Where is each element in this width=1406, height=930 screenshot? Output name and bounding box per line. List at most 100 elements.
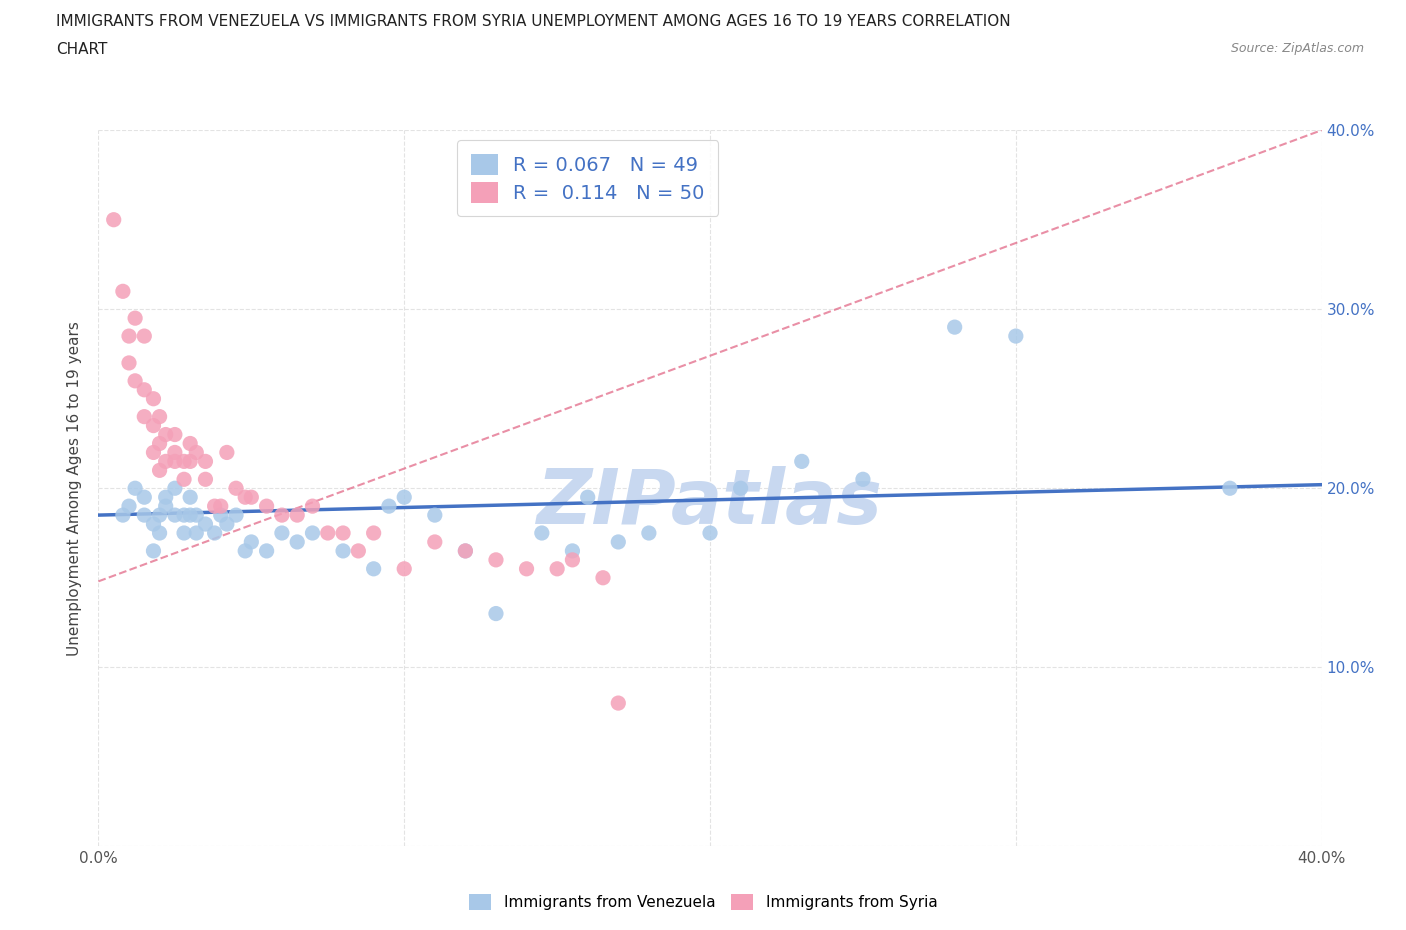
Point: [332, 543, 354, 558]
Point: [149, 525, 172, 540]
Point: [173, 454, 195, 469]
Point: [285, 508, 308, 523]
Point: [699, 525, 721, 540]
Point: [347, 543, 370, 558]
Point: [209, 508, 232, 523]
Point: [516, 562, 538, 577]
Point: [240, 535, 263, 550]
Point: [204, 525, 226, 540]
Point: [134, 409, 156, 424]
Point: [163, 445, 186, 460]
Point: [233, 490, 256, 505]
Point: [111, 508, 134, 523]
Point: [155, 427, 177, 442]
Point: [179, 454, 201, 469]
Point: [194, 472, 217, 486]
Point: [149, 409, 172, 424]
Point: [124, 374, 146, 389]
Point: [943, 320, 966, 335]
Point: [233, 543, 256, 558]
Point: [561, 552, 583, 567]
Legend: R = 0.067   N = 49, R =  0.114   N = 50: R = 0.067 N = 49, R = 0.114 N = 50: [457, 140, 718, 217]
Point: [134, 490, 156, 505]
Point: [285, 535, 308, 550]
Point: [454, 543, 477, 558]
Point: [142, 543, 165, 558]
Point: [163, 508, 186, 523]
Point: [485, 606, 508, 621]
Point: [378, 498, 401, 513]
Point: [546, 562, 568, 577]
Point: [111, 284, 134, 299]
Point: [270, 508, 292, 523]
Point: [256, 498, 278, 513]
Point: [852, 472, 875, 486]
Point: [423, 535, 446, 550]
Point: [149, 508, 172, 523]
Point: [118, 328, 141, 343]
Point: [155, 454, 177, 469]
Point: [163, 454, 186, 469]
Point: [730, 481, 752, 496]
Point: [173, 508, 195, 523]
Point: [142, 392, 165, 406]
Point: [485, 552, 508, 567]
Point: [134, 328, 156, 343]
Point: [301, 525, 323, 540]
Point: [1219, 481, 1241, 496]
Text: ZIPatlas: ZIPatlas: [537, 466, 883, 539]
Point: [423, 508, 446, 523]
Point: [103, 212, 125, 227]
Point: [142, 418, 165, 433]
Point: [225, 481, 247, 496]
Point: [163, 481, 186, 496]
Point: [118, 355, 141, 370]
Point: [186, 508, 208, 523]
Point: [142, 445, 165, 460]
Point: [173, 472, 195, 486]
Point: [179, 436, 201, 451]
Point: [134, 382, 156, 397]
Point: [561, 543, 583, 558]
Point: [194, 517, 217, 532]
Point: [173, 525, 195, 540]
Text: Source: ZipAtlas.com: Source: ZipAtlas.com: [1230, 42, 1364, 55]
Point: [215, 517, 238, 532]
Point: [607, 696, 630, 711]
Point: [530, 525, 553, 540]
Point: [256, 543, 278, 558]
Point: [240, 490, 263, 505]
Point: [790, 454, 813, 469]
Point: [204, 498, 226, 513]
Point: [392, 562, 416, 577]
Text: CHART: CHART: [56, 42, 108, 57]
Point: [155, 490, 177, 505]
Point: [179, 508, 201, 523]
Point: [209, 498, 232, 513]
Point: [163, 427, 186, 442]
Point: [186, 525, 208, 540]
Point: [301, 498, 323, 513]
Legend: Immigrants from Venezuela, Immigrants from Syria: Immigrants from Venezuela, Immigrants fr…: [461, 886, 945, 918]
Point: [454, 543, 477, 558]
Point: [149, 463, 172, 478]
Point: [316, 525, 339, 540]
Point: [124, 481, 146, 496]
Point: [149, 436, 172, 451]
Point: [576, 490, 599, 505]
Text: IMMIGRANTS FROM VENEZUELA VS IMMIGRANTS FROM SYRIA UNEMPLOYMENT AMONG AGES 16 TO: IMMIGRANTS FROM VENEZUELA VS IMMIGRANTS …: [56, 14, 1011, 29]
Point: [637, 525, 661, 540]
Point: [186, 445, 208, 460]
Point: [363, 525, 385, 540]
Point: [225, 508, 247, 523]
Point: [124, 311, 146, 325]
Y-axis label: Unemployment Among Ages 16 to 19 years: Unemployment Among Ages 16 to 19 years: [67, 321, 83, 656]
Point: [142, 517, 165, 532]
Point: [607, 535, 630, 550]
Point: [1004, 328, 1026, 343]
Point: [270, 525, 292, 540]
Point: [194, 454, 217, 469]
Point: [392, 490, 416, 505]
Point: [134, 508, 156, 523]
Point: [332, 525, 354, 540]
